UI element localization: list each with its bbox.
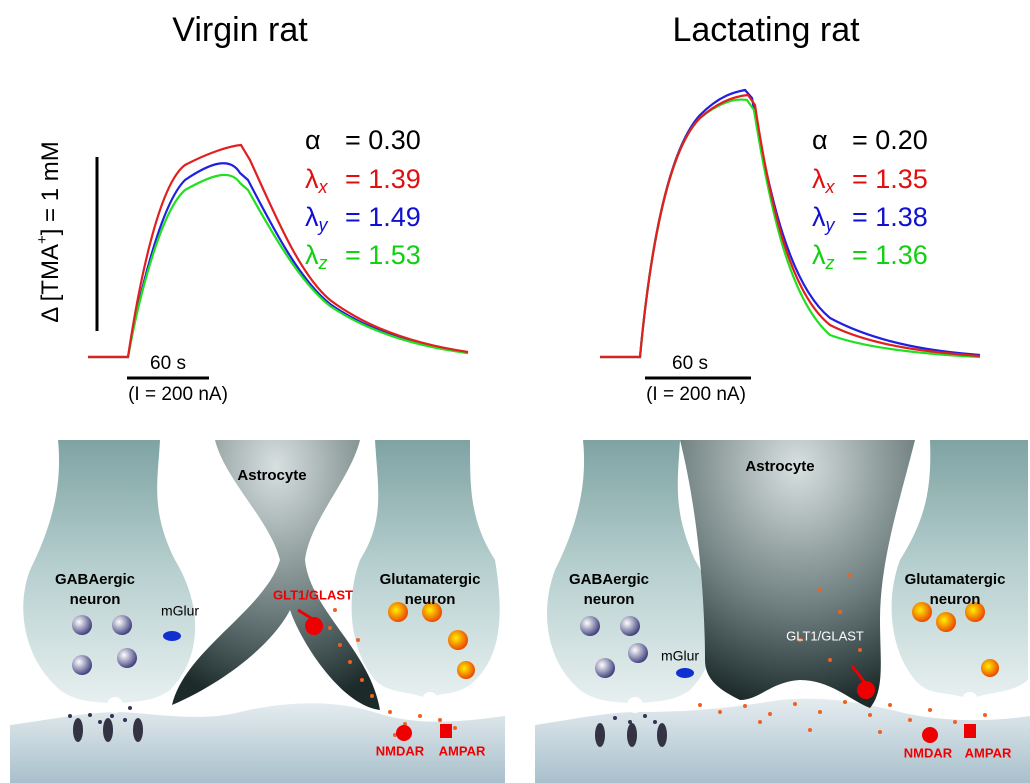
label: AMPAR xyxy=(439,743,486,758)
figure: Virgin rat Lactating rat Δ [TMA+] = 1 mM… xyxy=(0,0,1030,783)
label: Glutamatergic xyxy=(380,571,481,588)
label: Glutamatergic xyxy=(905,571,1006,588)
label: neuron xyxy=(70,591,121,608)
time-label: 60 s xyxy=(150,353,186,374)
param: λz= 1.53 xyxy=(305,240,421,273)
label: NMDAR xyxy=(904,745,953,760)
param: α= 0.30 xyxy=(305,125,421,155)
param: α= 0.20 xyxy=(812,125,928,155)
label: GLT1/GLAST xyxy=(273,587,353,602)
param: λx= 1.39 xyxy=(305,164,421,197)
y-scale-label: Δ [TMA+] = 1 mM xyxy=(34,141,64,323)
param: λz= 1.36 xyxy=(812,240,928,273)
label: GLT1/GLAST xyxy=(786,628,864,643)
time-label: 60 s xyxy=(672,353,708,374)
panel-title: Virgin rat xyxy=(172,11,308,49)
parameters: α= 0.30 λx= 1.39 λy= 1.49 λz= 1.53 α= 0.… xyxy=(305,125,928,273)
label: neuron xyxy=(405,591,456,608)
param: λy= 1.49 xyxy=(305,202,421,235)
label: NMDAR xyxy=(376,743,425,758)
current-label: (I = 200 nA) xyxy=(128,384,228,405)
label: Astrocyte xyxy=(237,467,306,484)
label: neuron xyxy=(930,591,981,608)
label: neuron xyxy=(584,591,635,608)
diagram: Astrocyte GABAergic neuron mGlur GLT1/GL… xyxy=(535,440,1030,783)
label: mGlur xyxy=(661,648,699,664)
param: λy= 1.38 xyxy=(812,202,928,235)
current-label: (I = 200 nA) xyxy=(646,384,746,405)
label: GABAergic xyxy=(569,571,649,588)
label: AMPAR xyxy=(965,745,1012,760)
label: Astrocyte xyxy=(745,458,814,475)
panel-title: Lactating rat xyxy=(672,11,860,49)
param: λx= 1.35 xyxy=(812,164,928,197)
label: mGlur xyxy=(161,603,199,619)
diagram: Astrocyte GABAergic neuron mGlur GLT1/GL… xyxy=(10,440,505,783)
label: GABAergic xyxy=(55,571,135,588)
